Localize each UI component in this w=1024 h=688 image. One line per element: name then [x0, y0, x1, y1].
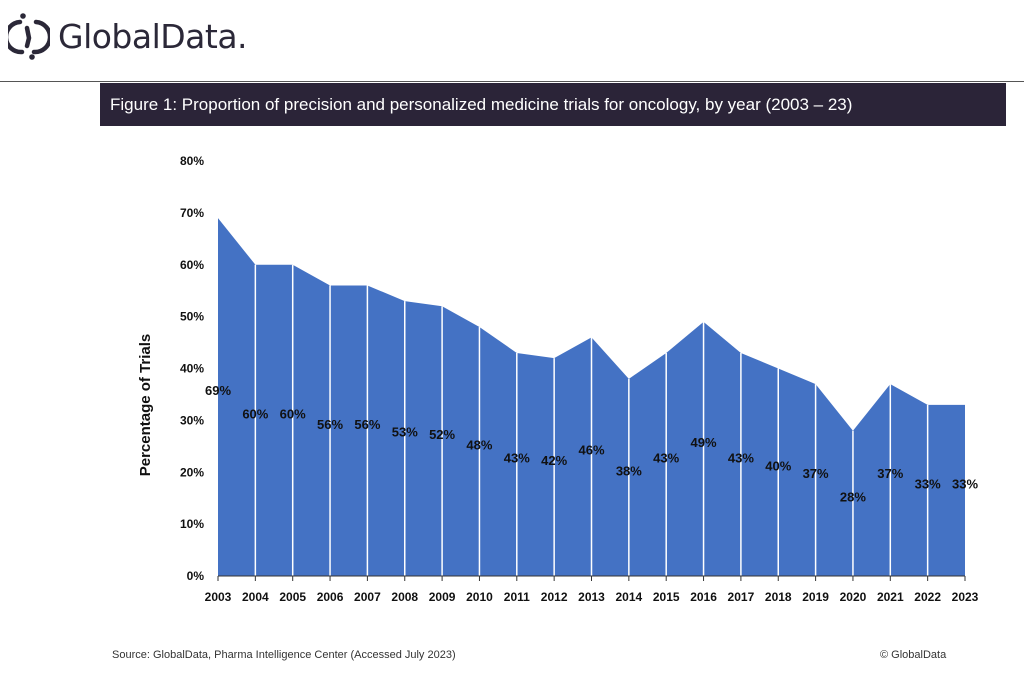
globaldata-logo-icon	[8, 13, 50, 60]
x-tick-label: 2023	[952, 590, 979, 604]
data-label: 52%	[429, 427, 455, 442]
y-tick-label: 80%	[180, 154, 204, 168]
x-tick-label: 2015	[653, 590, 680, 604]
data-label: 49%	[691, 435, 717, 450]
x-tick-label: 2012	[541, 590, 568, 604]
y-tick-label: 50%	[180, 310, 204, 324]
x-tick-label: 2017	[728, 590, 755, 604]
x-tick-label: 2003	[205, 590, 232, 604]
y-tick-label: 30%	[180, 413, 204, 427]
y-tick-label: 70%	[180, 206, 204, 220]
x-tick-label: 2021	[877, 590, 904, 604]
x-tick-label: 2004	[242, 590, 269, 604]
x-tick-label: 2014	[615, 590, 642, 604]
x-tick-label: 2005	[279, 590, 306, 604]
data-label: 48%	[466, 438, 492, 453]
data-label: 43%	[728, 450, 754, 465]
figure-title: Figure 1: Proportion of precision and pe…	[100, 83, 1006, 126]
x-tick-label: 2006	[317, 590, 344, 604]
y-tick-label: 60%	[180, 258, 204, 272]
x-tick-label: 2020	[840, 590, 867, 604]
data-label: 60%	[242, 406, 268, 421]
data-label: 33%	[952, 476, 978, 491]
data-label: 37%	[803, 466, 829, 481]
data-label: 38%	[616, 463, 642, 478]
header-divider	[0, 81, 1024, 82]
x-tick-label: 2013	[578, 590, 605, 604]
data-label: 33%	[915, 476, 941, 491]
x-tick-label: 2016	[690, 590, 717, 604]
x-tick-label: 2018	[765, 590, 792, 604]
x-tick-label: 2011	[504, 590, 530, 604]
data-label: 37%	[877, 466, 903, 481]
brand-name: GlobalData.	[58, 16, 248, 56]
source-note: Source: GlobalData, Pharma Intelligence …	[112, 649, 456, 661]
data-label: 56%	[317, 417, 343, 432]
data-label: 60%	[280, 406, 306, 421]
y-tick-label: 10%	[180, 517, 204, 531]
data-label: 53%	[392, 425, 418, 440]
y-tick-label: 0%	[187, 569, 205, 583]
data-label: 46%	[578, 443, 604, 458]
y-tick-label: 20%	[180, 465, 204, 479]
x-tick-label: 2019	[802, 590, 829, 604]
x-tick-label: 2007	[354, 590, 381, 604]
globaldata-logo: GlobalData.	[8, 12, 248, 60]
x-tick-label: 2010	[466, 590, 493, 604]
area-chart: 0% 10% 20% 30% 40% 50% 60% 70% 80% 2003 2004 2005 20…	[137, 154, 979, 604]
y-axis-label: Percentage of Trials	[137, 334, 154, 477]
y-tick-label: 40%	[180, 362, 204, 376]
data-label: 56%	[354, 417, 380, 432]
x-tick-label: 2008	[391, 590, 418, 604]
data-label: 40%	[765, 458, 791, 473]
data-label: 42%	[541, 453, 567, 468]
copyright: © GlobalData	[880, 649, 947, 661]
data-label: 43%	[504, 450, 530, 465]
data-label: 43%	[653, 450, 679, 465]
x-tick-label: 2009	[429, 590, 456, 604]
data-label: 69%	[205, 383, 231, 398]
data-label: 28%	[840, 489, 866, 504]
x-tick-label: 2022	[914, 590, 941, 604]
